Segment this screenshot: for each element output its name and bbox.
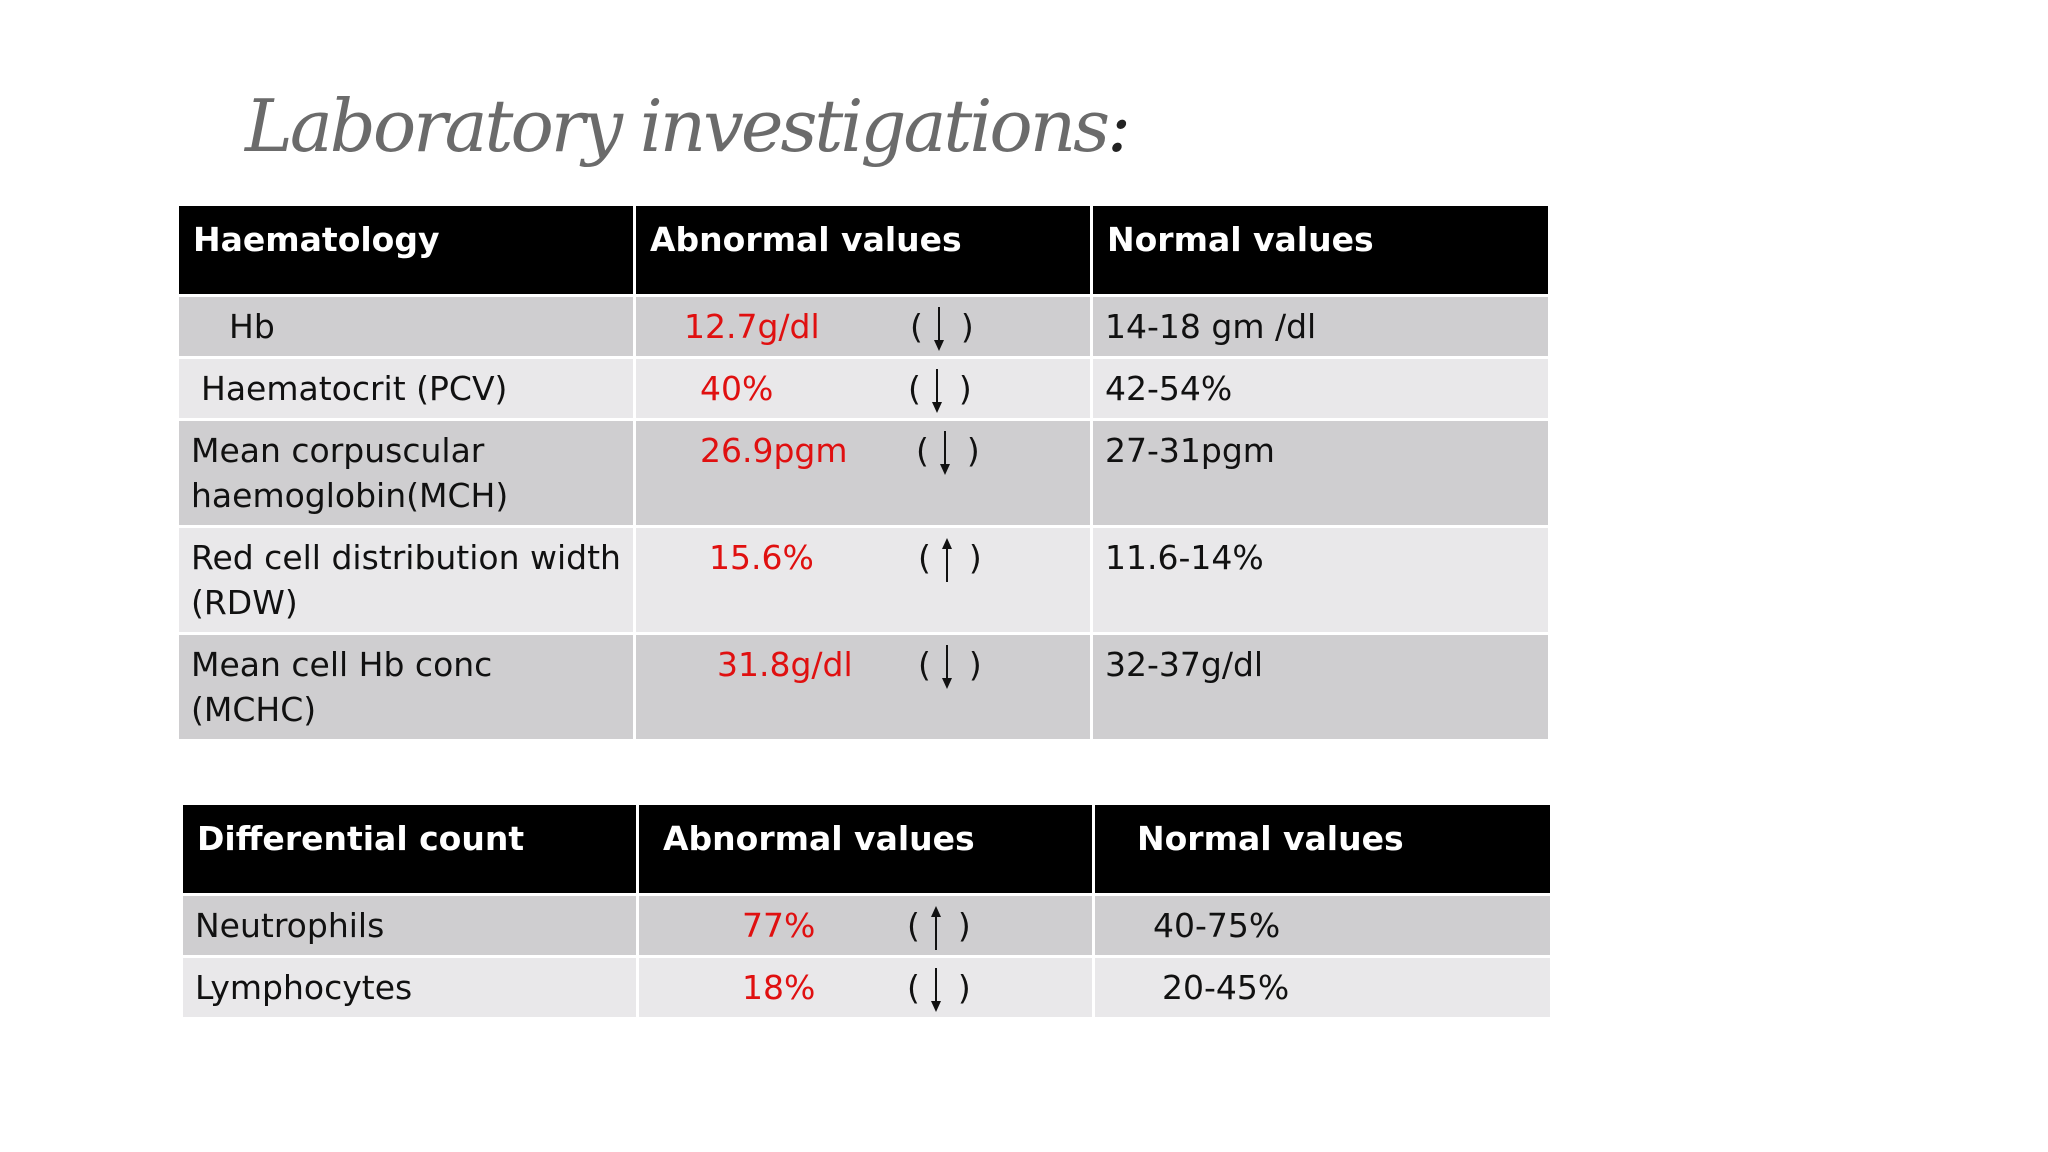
test-name: Haematocrit (PCV) <box>176 356 636 421</box>
slide-title: Laboratory investigations: <box>245 84 1131 168</box>
paren-close: ) <box>958 369 972 408</box>
trend-indicator: () <box>910 304 974 353</box>
header-normal: Normal values <box>1092 802 1553 896</box>
arrow-down-icon <box>931 368 942 413</box>
test-name: Neutrophils <box>180 893 639 958</box>
normal-range: 14-18 gm /dl <box>1090 294 1551 359</box>
abnormal-cell: 40% () <box>633 356 1093 421</box>
arrow-up-icon <box>930 905 941 950</box>
normal-range: 42-54% <box>1090 356 1551 421</box>
paren-open: ( <box>910 307 923 346</box>
abnormal-value: 15.6% <box>709 538 814 577</box>
paren-open: ( <box>907 968 920 1007</box>
test-name: Mean corpuscular haemoglobin(MCH) <box>176 418 636 528</box>
slide-title-suffix: : <box>1107 84 1131 168</box>
header-test: Differential count <box>180 802 639 896</box>
abnormal-cell: 26.9pgm () <box>633 418 1093 528</box>
table-header-row: Haematology Abnormal values Normal value… <box>176 203 1551 297</box>
paren-close: ) <box>968 645 982 684</box>
arrow-up-icon <box>941 537 952 582</box>
header-abnormal: Abnormal values <box>633 203 1093 297</box>
paren-close: ) <box>968 538 982 577</box>
test-name: Hb <box>176 294 636 359</box>
abnormal-value: 77% <box>742 906 816 945</box>
table-row: Haematocrit (PCV) 40% () 42-54% <box>176 356 1551 421</box>
trend-indicator: () <box>907 965 971 1014</box>
abnormal-cell: 12.7g/dl () <box>633 294 1093 359</box>
table-row: Lymphocytes 18% () 20-45% <box>180 955 1553 1020</box>
haematology-table: Haematology Abnormal values Normal value… <box>176 203 1551 742</box>
trend-indicator: () <box>916 428 980 477</box>
abnormal-value: 26.9pgm <box>700 431 848 470</box>
normal-range: 20-45% <box>1092 955 1553 1020</box>
table-row: Mean cell Hb conc (MCHC) 31.8g/dl () 32-… <box>176 632 1551 742</box>
trend-indicator: () <box>908 366 972 415</box>
header-normal: Normal values <box>1090 203 1551 297</box>
paren-close: ) <box>957 968 971 1007</box>
paren-close: ) <box>960 307 974 346</box>
table-row: Neutrophils 77% () 40-75% <box>180 893 1553 958</box>
table-row: Red cell distribution width (RDW) 15.6% … <box>176 525 1551 635</box>
differential-count-table: Differential count Abnormal values Norma… <box>180 802 1553 1020</box>
arrow-down-icon <box>941 644 952 689</box>
paren-open: ( <box>918 645 931 684</box>
trend-indicator: () <box>918 642 982 691</box>
paren-close: ) <box>966 431 980 470</box>
abnormal-cell: 15.6% () <box>633 525 1093 635</box>
abnormal-cell: 18% () <box>636 955 1095 1020</box>
abnormal-cell: 31.8g/dl () <box>633 632 1093 742</box>
arrow-down-icon <box>930 967 941 1012</box>
table-row: Mean corpuscular haemoglobin(MCH) 26.9pg… <box>176 418 1551 528</box>
abnormal-cell: 77% () <box>636 893 1095 958</box>
paren-open: ( <box>916 431 929 470</box>
test-name: Lymphocytes <box>180 955 639 1020</box>
abnormal-value: 18% <box>742 968 816 1007</box>
arrow-down-icon <box>939 430 950 475</box>
normal-range: 11.6-14% <box>1090 525 1551 635</box>
normal-range: 27-31pgm <box>1090 418 1551 528</box>
paren-close: ) <box>957 906 971 945</box>
test-name: Mean cell Hb conc (MCHC) <box>176 632 636 742</box>
abnormal-value: 12.7g/dl <box>684 307 820 346</box>
paren-open: ( <box>918 538 931 577</box>
paren-open: ( <box>908 369 921 408</box>
trend-indicator: () <box>907 903 971 952</box>
test-name: Red cell distribution width (RDW) <box>176 525 636 635</box>
header-abnormal: Abnormal values <box>636 802 1095 896</box>
paren-open: ( <box>907 906 920 945</box>
trend-indicator: () <box>918 535 982 584</box>
table-header-row: Differential count Abnormal values Norma… <box>180 802 1553 896</box>
normal-range: 32-37g/dl <box>1090 632 1551 742</box>
header-test: Haematology <box>176 203 636 297</box>
abnormal-value: 40% <box>700 369 774 408</box>
abnormal-value: 31.8g/dl <box>717 645 853 684</box>
table-row: Hb 12.7g/dl () 14-18 gm /dl <box>176 294 1551 359</box>
slide-title-text: Laboratory investigations <box>245 84 1110 168</box>
normal-range: 40-75% <box>1092 893 1553 958</box>
arrow-down-icon <box>933 306 944 351</box>
